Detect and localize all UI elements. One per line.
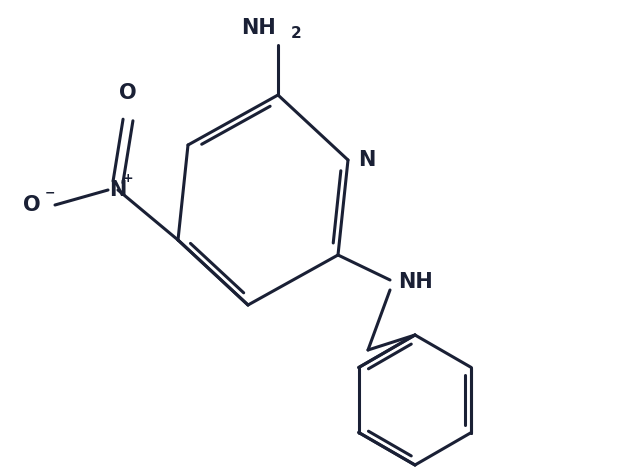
Text: O: O	[119, 83, 137, 103]
Text: N: N	[109, 180, 127, 200]
Text: 2: 2	[291, 26, 301, 41]
Text: N: N	[358, 150, 376, 170]
Text: NH: NH	[398, 272, 433, 292]
Text: O: O	[24, 195, 41, 215]
Text: +: +	[123, 172, 133, 185]
Text: −: −	[45, 187, 55, 199]
Text: NH: NH	[241, 18, 276, 38]
